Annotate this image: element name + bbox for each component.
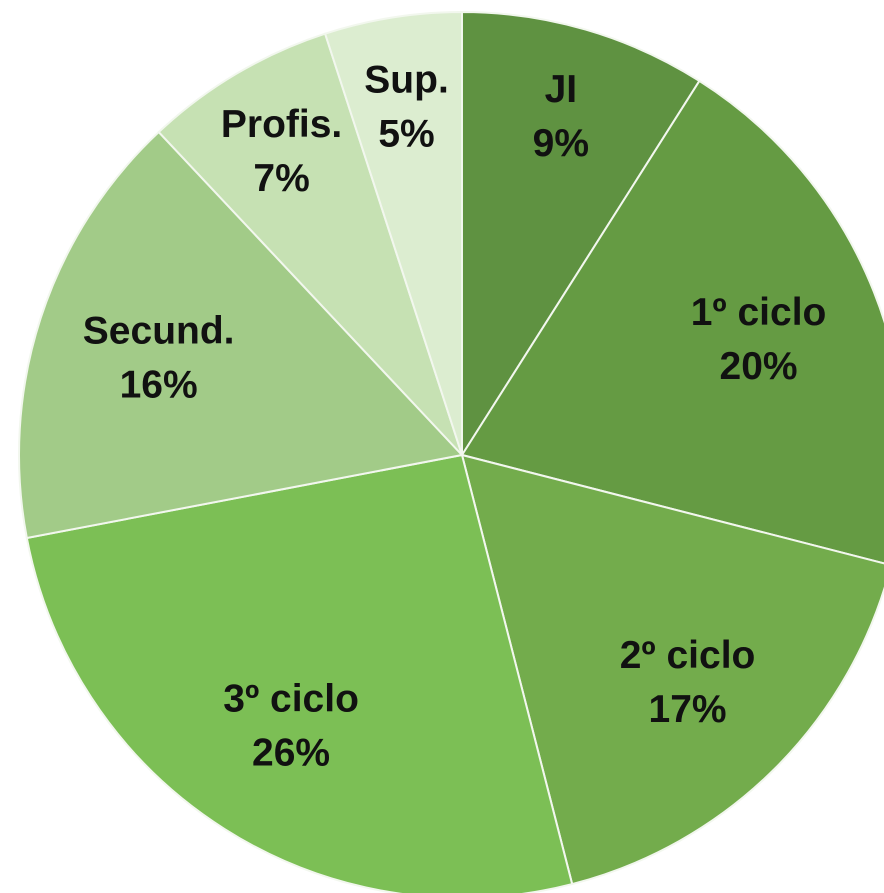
- slice-value-label: 5%: [378, 112, 434, 155]
- pie-slice: [460, 453, 884, 886]
- slice-label: JI: [545, 68, 578, 111]
- pie-slice: [460, 79, 884, 565]
- slice-value-label: 17%: [649, 688, 727, 731]
- pie-slice: [18, 130, 464, 540]
- pie-slice: [461, 10, 701, 459]
- slice-label: Secund.: [83, 310, 235, 353]
- slice-label: Profis.: [221, 103, 342, 146]
- pie-slice: [157, 32, 463, 456]
- slice-value-label: 26%: [252, 732, 330, 775]
- slice-value-label: 9%: [533, 122, 589, 165]
- slice-label: Sup.: [364, 58, 449, 101]
- slice-value-label: 16%: [120, 364, 198, 407]
- slice-label: 1º ciclo: [691, 291, 827, 334]
- slice-label: 2º ciclo: [620, 634, 756, 677]
- pie-slice: [25, 453, 574, 893]
- pie-slice: [323, 10, 463, 456]
- slice-value-label: 20%: [720, 345, 798, 388]
- slice-value-label: 7%: [253, 157, 309, 200]
- slice-label: 3º ciclo: [223, 678, 359, 721]
